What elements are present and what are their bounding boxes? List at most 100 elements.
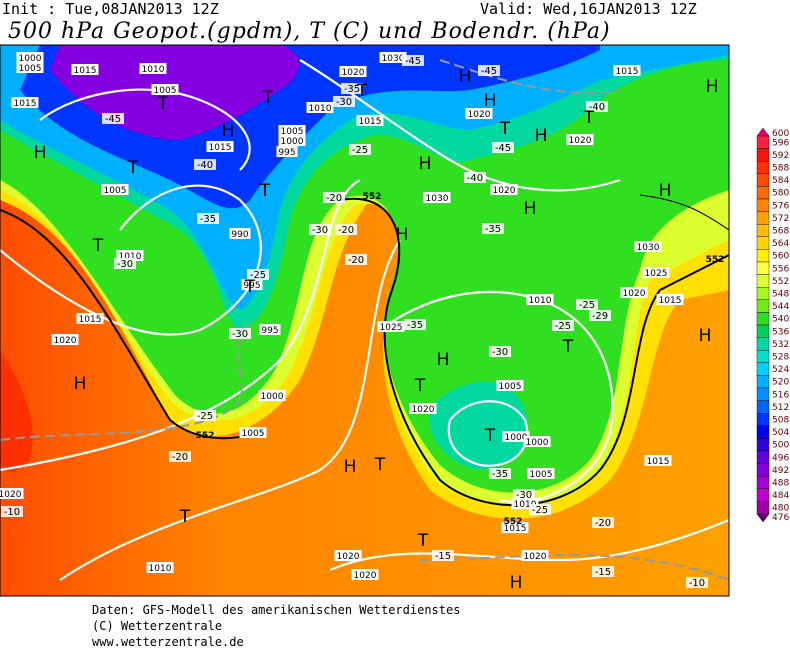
isobar-label-box bbox=[620, 287, 648, 298]
colorbar-cell bbox=[756, 425, 770, 439]
pressure-center: H bbox=[706, 77, 719, 97]
isobar-label-box bbox=[502, 431, 530, 442]
temperature-label: -20 bbox=[348, 255, 364, 266]
colorbar-label: 540 bbox=[772, 315, 789, 325]
pressure-center: T bbox=[259, 181, 271, 201]
pressure-center: T bbox=[179, 507, 191, 527]
temperature-label-box bbox=[402, 55, 424, 66]
pressure-center: H bbox=[74, 374, 87, 394]
temperature-label-box bbox=[114, 258, 136, 269]
pressure-center: T bbox=[356, 81, 368, 101]
temperature-label-box bbox=[345, 254, 367, 265]
colorbar-cell bbox=[756, 261, 770, 275]
isobar-label-box bbox=[377, 321, 405, 332]
isobar-label: 1020 bbox=[354, 571, 377, 581]
colorbar-label: 484 bbox=[772, 491, 789, 501]
isobar-label-box bbox=[356, 115, 384, 126]
isobar-label-box bbox=[566, 134, 594, 145]
temperature-label: -20 bbox=[338, 225, 354, 236]
isobar-label: 1020 bbox=[0, 490, 22, 500]
colorbar-label: 508 bbox=[772, 416, 789, 426]
temperature-label-box bbox=[586, 101, 608, 112]
temperature-label: -15 bbox=[435, 551, 451, 562]
pressure-center: H bbox=[535, 126, 548, 146]
pressure-center: T bbox=[157, 94, 169, 114]
isobar-label: 1025 bbox=[645, 269, 668, 279]
temperature-label-box bbox=[489, 468, 511, 479]
temperature-label-box bbox=[404, 319, 426, 330]
isobar-label-box bbox=[501, 522, 529, 533]
isobar-label: 1010 bbox=[529, 296, 552, 306]
colorbar-cell bbox=[756, 135, 770, 149]
pressure-center: T bbox=[562, 337, 574, 357]
temperature-label-box bbox=[102, 113, 124, 124]
temperature-label-box bbox=[686, 577, 708, 588]
pressure-center: T bbox=[92, 236, 104, 256]
isobar-label-box bbox=[351, 569, 379, 580]
footer-line: (C) Wetterzentrale bbox=[92, 619, 222, 633]
isobar-label: 1005 bbox=[530, 470, 553, 480]
isobar-label-box bbox=[16, 52, 44, 63]
geopotential-label: 552 bbox=[504, 517, 523, 527]
colorbar-cell bbox=[756, 438, 770, 452]
temperature-label-box bbox=[589, 310, 611, 321]
colorbar-cell bbox=[756, 223, 770, 237]
colorbar-label: 576 bbox=[772, 201, 789, 211]
colorbar-cell bbox=[756, 186, 770, 200]
isobar-label-box bbox=[139, 63, 167, 74]
isobar-label-box bbox=[258, 390, 286, 401]
isobar-label: 1020 bbox=[337, 552, 360, 562]
temperature-label: -35 bbox=[200, 214, 216, 225]
colorbar-label: 556 bbox=[772, 264, 789, 274]
temperature-label: -35 bbox=[407, 320, 423, 331]
isobar-label-box bbox=[278, 135, 306, 146]
isobar-label: 1015 bbox=[14, 99, 37, 109]
temperature-label-box bbox=[529, 504, 551, 515]
isobar-label-box bbox=[151, 84, 179, 95]
isobar-label-box bbox=[278, 125, 306, 136]
isobar-label: 1015 bbox=[659, 296, 682, 306]
isobar-label-box bbox=[16, 62, 44, 73]
temperature-label: -35 bbox=[485, 224, 501, 235]
isobar-label-box bbox=[334, 550, 362, 561]
isobar-label-box bbox=[527, 468, 555, 479]
map-field bbox=[0, 45, 729, 596]
colorbar-label: 492 bbox=[772, 466, 789, 476]
colorbar-cell bbox=[756, 249, 770, 263]
pressure-center: T bbox=[127, 158, 139, 178]
temperature-label: -25 bbox=[197, 411, 213, 422]
pressure-center: T bbox=[262, 88, 274, 108]
pressure-center: T bbox=[374, 455, 386, 475]
pressure-center: H bbox=[459, 67, 472, 87]
pressure-center: H bbox=[437, 350, 450, 370]
temperature-label: -25 bbox=[579, 300, 595, 311]
colorbar-label: 572 bbox=[772, 214, 789, 224]
colorbar-label: 560 bbox=[772, 252, 789, 262]
pressure-center: H bbox=[524, 199, 537, 219]
init-time: Init : Tue,08JAN2013 12Z bbox=[2, 0, 219, 18]
colorbar-cell bbox=[756, 501, 770, 515]
isobar-label: 1005 bbox=[281, 127, 304, 137]
isobar-label: 1020 bbox=[623, 289, 646, 299]
isobar-label: 1010 bbox=[514, 500, 537, 510]
colorbar-label: 592 bbox=[772, 151, 789, 161]
temperature-label-box bbox=[1, 506, 23, 517]
isobar-label-box bbox=[306, 102, 334, 113]
isobar-label-box bbox=[496, 380, 524, 391]
colorbar-label: 548 bbox=[772, 290, 789, 300]
isobar-label: 1010 bbox=[142, 65, 165, 75]
isobar-label: 1030 bbox=[637, 243, 660, 253]
colorbar-cell bbox=[756, 299, 770, 313]
temperature-label-box bbox=[592, 566, 614, 577]
pressure-center: T bbox=[583, 108, 595, 128]
colorbar-label: 496 bbox=[772, 453, 789, 463]
footer-line: Daten: GFS-Modell des amerikanischen Wet… bbox=[92, 603, 460, 617]
isobar-label: 1030 bbox=[426, 194, 449, 204]
temperature-label: -30 bbox=[492, 347, 508, 358]
colorbar-cell bbox=[756, 312, 770, 326]
temperature-label: -25 bbox=[352, 145, 368, 156]
temperature-label-box bbox=[341, 83, 363, 94]
isobar-label: 1015 bbox=[647, 457, 670, 467]
pressure-center: T bbox=[484, 426, 496, 446]
footer-line: www.wetterzentrale.de bbox=[92, 635, 244, 648]
